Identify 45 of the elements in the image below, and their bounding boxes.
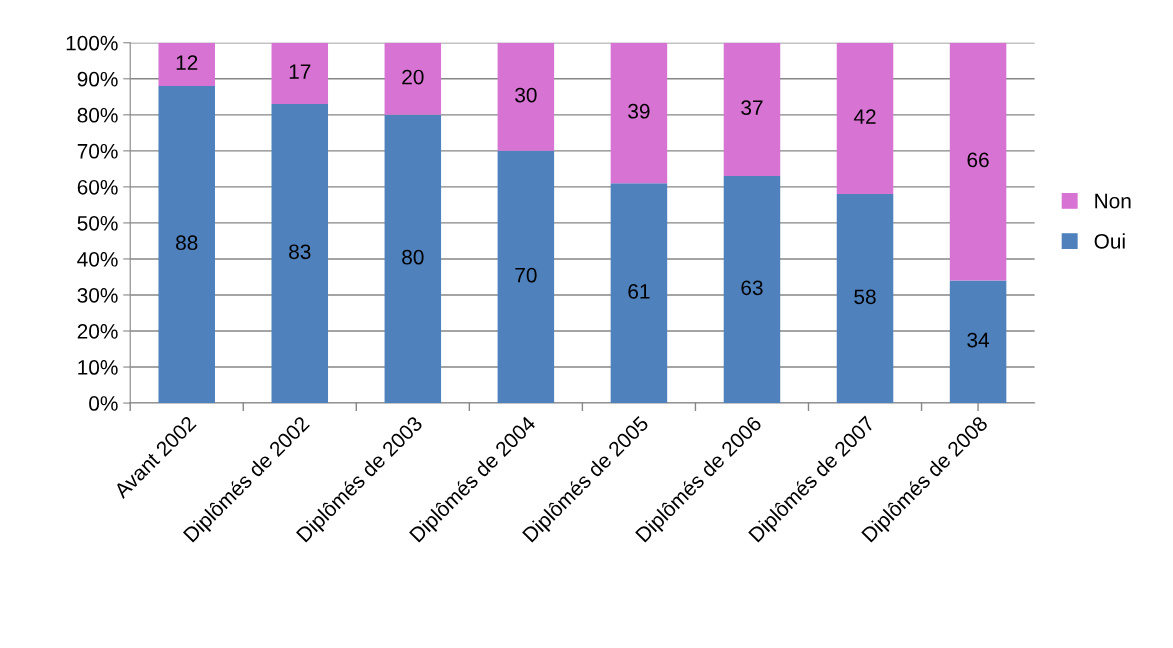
bar (723, 176, 781, 404)
bar (723, 42, 781, 177)
y-tick-label: 100% (66, 35, 118, 51)
data-label: 37 (741, 100, 763, 116)
y-tick-label: 30% (77, 287, 118, 303)
data-label: 70 (515, 267, 537, 283)
bar (384, 114, 442, 404)
bar (836, 194, 894, 404)
data-label: 30 (515, 87, 537, 103)
legend-label: Oui (1094, 233, 1125, 249)
y-tick-label: 80% (77, 107, 118, 123)
data-label: 80 (402, 249, 424, 265)
data-label: 61 (628, 284, 650, 299)
bar (610, 42, 668, 184)
y-tick-label: 50% (77, 215, 118, 231)
y-tick-label: 90% (77, 71, 118, 87)
y-tick-label: 70% (77, 143, 118, 159)
y-tick-label: 40% (77, 251, 118, 267)
data-label: 39 (628, 103, 650, 119)
bar (271, 104, 329, 404)
y-tick-label: 20% (77, 324, 118, 339)
bar (836, 42, 894, 195)
data-label: 20 (402, 69, 424, 85)
data-label: 58 (854, 289, 876, 305)
data-label: 17 (289, 64, 311, 79)
data-label: 63 (741, 280, 763, 296)
bar (610, 183, 668, 404)
y-tick-label: 0% (89, 396, 118, 411)
data-label: 34 (967, 332, 990, 348)
bar (497, 150, 555, 404)
data-label: 12 (176, 55, 198, 70)
bar (271, 42, 329, 105)
legend-label: Non (1095, 193, 1131, 209)
bar (384, 42, 442, 115)
data-label: 83 (289, 244, 311, 260)
data-label: 88 (176, 235, 198, 251)
data-label: 42 (853, 109, 876, 124)
bar (158, 42, 215, 86)
bar (949, 280, 1007, 404)
bar (949, 42, 1007, 281)
y-tick-label: 60% (77, 179, 118, 195)
bar (497, 42, 555, 151)
data-label: 66 (967, 152, 989, 168)
bar (158, 86, 215, 404)
y-tick-label: 10% (78, 360, 118, 375)
